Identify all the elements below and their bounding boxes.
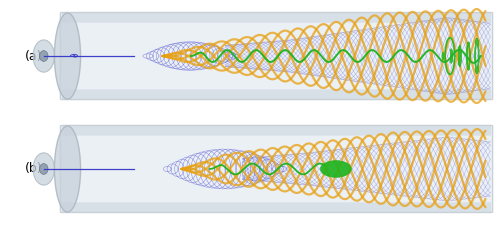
Ellipse shape	[40, 164, 48, 174]
Ellipse shape	[33, 153, 54, 185]
Ellipse shape	[40, 51, 48, 61]
FancyBboxPatch shape	[62, 126, 491, 136]
Ellipse shape	[54, 13, 80, 99]
Text: (b): (b)	[25, 162, 42, 176]
FancyBboxPatch shape	[60, 12, 492, 100]
Text: (a): (a)	[25, 50, 42, 63]
Ellipse shape	[320, 161, 352, 177]
FancyBboxPatch shape	[62, 202, 491, 212]
FancyBboxPatch shape	[62, 13, 491, 23]
FancyBboxPatch shape	[60, 125, 492, 213]
FancyBboxPatch shape	[62, 89, 491, 99]
Ellipse shape	[54, 126, 80, 212]
Ellipse shape	[33, 40, 54, 72]
